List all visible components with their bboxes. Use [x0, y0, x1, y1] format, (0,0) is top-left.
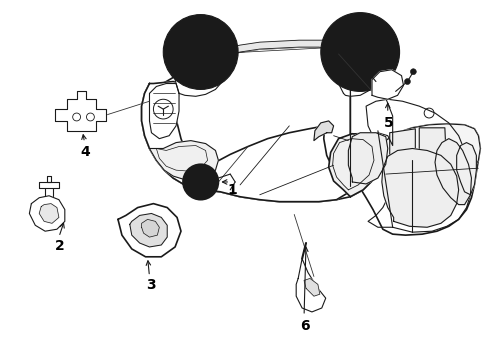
Polygon shape	[129, 213, 167, 247]
Polygon shape	[39, 176, 59, 188]
Circle shape	[163, 15, 238, 89]
Polygon shape	[313, 121, 333, 141]
Polygon shape	[142, 47, 479, 235]
Circle shape	[320, 13, 399, 91]
Polygon shape	[418, 128, 446, 172]
Circle shape	[352, 45, 366, 59]
Polygon shape	[142, 219, 159, 237]
Polygon shape	[347, 133, 387, 184]
Polygon shape	[118, 204, 181, 257]
Circle shape	[197, 179, 203, 185]
Text: 3: 3	[145, 278, 155, 292]
Circle shape	[194, 45, 207, 59]
Polygon shape	[456, 143, 475, 195]
Polygon shape	[200, 126, 349, 202]
Polygon shape	[381, 148, 458, 227]
Polygon shape	[296, 259, 325, 312]
Polygon shape	[29, 196, 65, 231]
Text: 5: 5	[383, 116, 393, 130]
Polygon shape	[39, 204, 59, 223]
Circle shape	[357, 59, 363, 65]
Polygon shape	[142, 82, 203, 190]
Polygon shape	[304, 278, 319, 296]
Polygon shape	[389, 129, 414, 172]
Circle shape	[363, 67, 368, 73]
Polygon shape	[171, 26, 230, 96]
Polygon shape	[149, 84, 179, 139]
Circle shape	[404, 78, 409, 85]
Polygon shape	[330, 26, 387, 96]
Text: 4: 4	[81, 145, 90, 159]
Polygon shape	[181, 40, 343, 72]
Polygon shape	[371, 70, 403, 99]
Circle shape	[183, 164, 218, 200]
Text: 2: 2	[55, 239, 64, 253]
Polygon shape	[149, 141, 218, 180]
Text: 1: 1	[227, 183, 237, 197]
Polygon shape	[328, 134, 379, 197]
Polygon shape	[55, 91, 106, 131]
Polygon shape	[379, 124, 479, 178]
Polygon shape	[434, 139, 470, 204]
Circle shape	[409, 69, 415, 75]
Text: 6: 6	[300, 319, 309, 333]
